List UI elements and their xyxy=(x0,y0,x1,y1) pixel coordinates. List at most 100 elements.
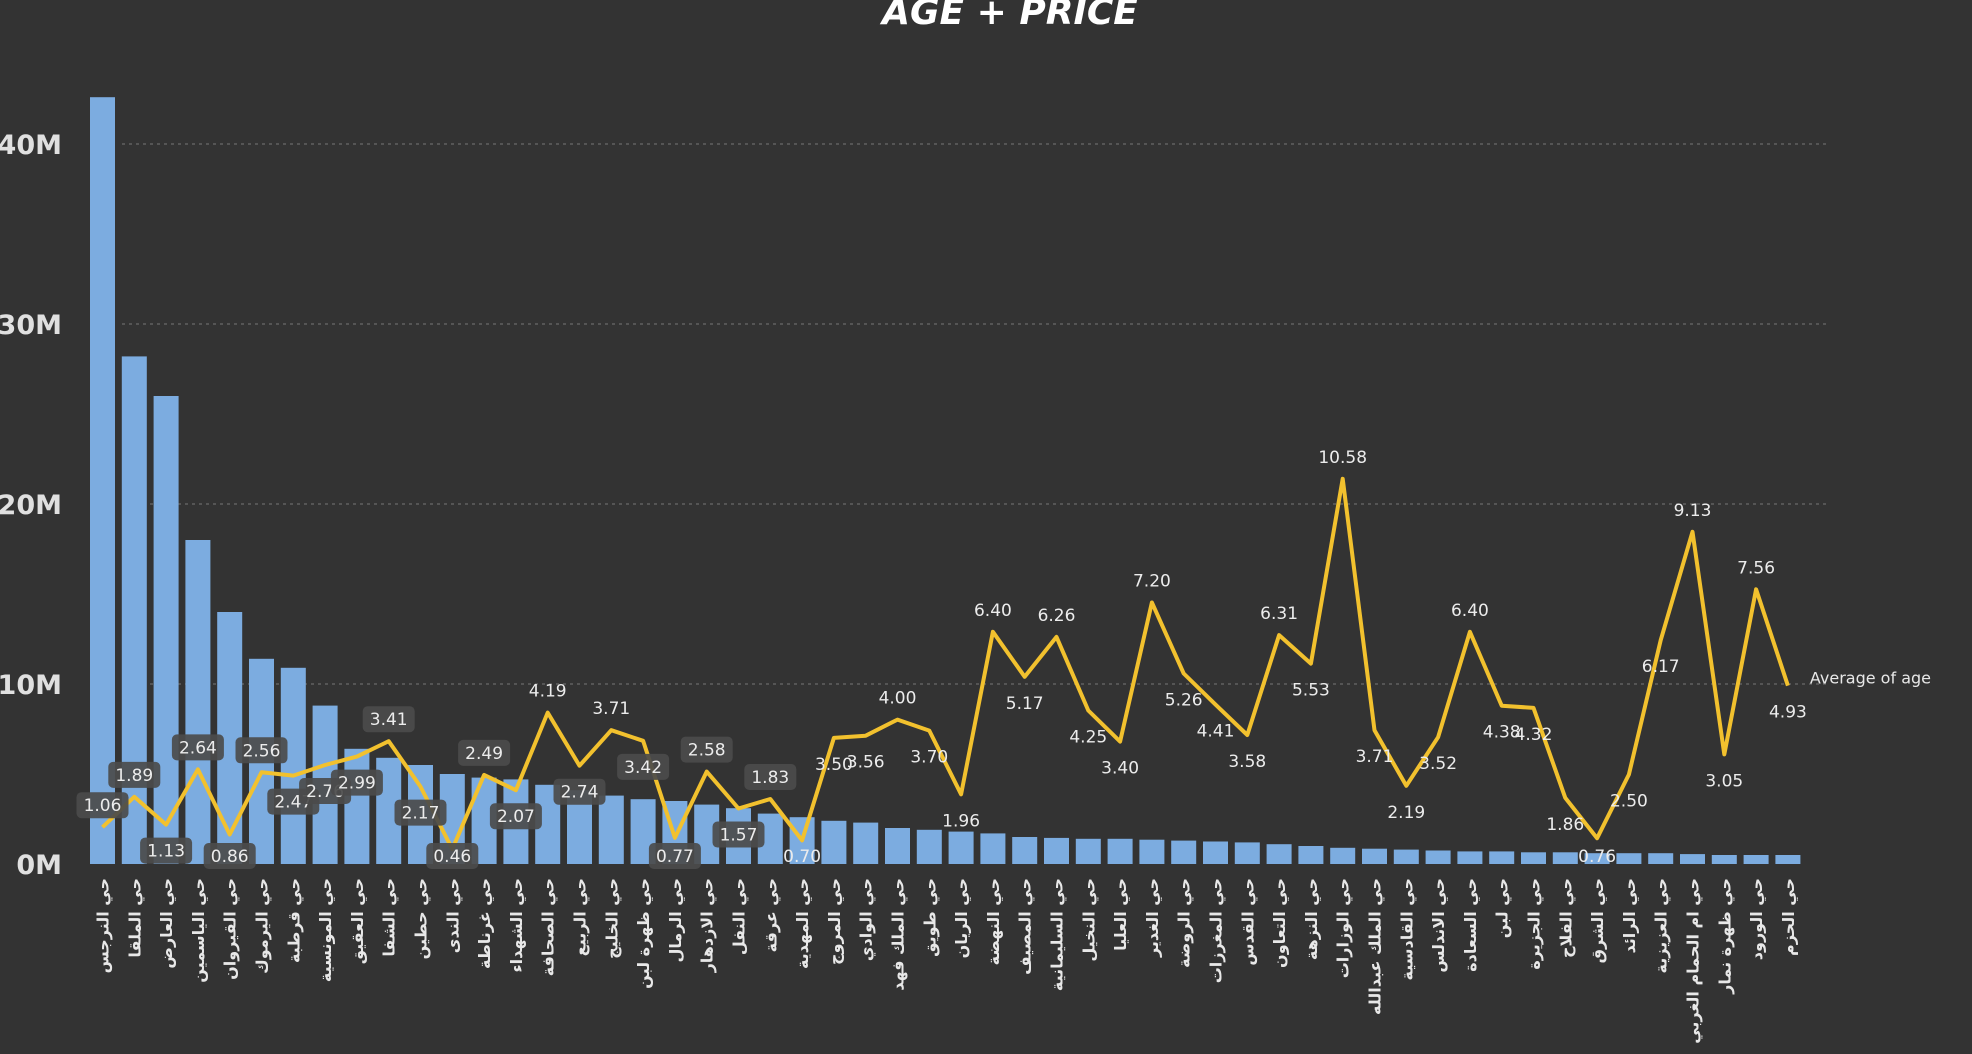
data-label-box xyxy=(712,821,765,848)
data-label-text: 0.76 xyxy=(1578,847,1616,867)
data-label: 4.19 xyxy=(529,682,567,702)
bar xyxy=(1489,851,1515,864)
x-tick-label: حي السليمانية xyxy=(1048,878,1068,991)
data-label-text: 9.13 xyxy=(1674,501,1712,521)
x-tick-label: حي الاندلس xyxy=(1429,878,1449,973)
bar xyxy=(280,667,306,864)
data-label: 4.25 xyxy=(1069,727,1107,747)
data-label: 3.71 xyxy=(592,699,630,719)
y-tick-label: 30M xyxy=(0,310,62,341)
x-tick-label: حي الرمال xyxy=(666,878,686,963)
data-label-text: 4.38 xyxy=(1483,723,1521,743)
data-label-text: 10.58 xyxy=(1318,448,1367,468)
data-label-text: 1.13 xyxy=(147,842,185,862)
data-label: 0.46 xyxy=(426,843,479,869)
data-label-text: 3.71 xyxy=(592,699,630,719)
x-tick-label: حي الشرق xyxy=(1588,878,1608,963)
data-label-text: 4.25 xyxy=(1069,727,1107,747)
data-label: 5.17 xyxy=(1006,694,1044,714)
data-label-box xyxy=(235,737,288,764)
x-tick-label: حي الحزم xyxy=(1779,878,1799,956)
x-tick-label: حي غرناطة xyxy=(475,878,495,969)
data-label-text: 1.86 xyxy=(1546,815,1584,835)
x-tick-label: حي المروج xyxy=(825,878,845,965)
data-label: 5.53 xyxy=(1292,681,1330,701)
data-label-text: 1.89 xyxy=(115,766,153,786)
data-label: 2.56 xyxy=(235,737,288,764)
bar xyxy=(1680,854,1705,864)
data-label-box xyxy=(617,753,670,780)
x-tick-label: حي الوزارات xyxy=(1334,878,1354,978)
data-label: 4.93 xyxy=(1769,703,1807,723)
data-label-box xyxy=(394,799,447,826)
y-tick-label: 0M xyxy=(16,850,62,881)
bar xyxy=(1234,842,1260,864)
y-tick-label: 40M xyxy=(0,130,62,161)
bar xyxy=(1298,846,1324,864)
data-label: 2.49 xyxy=(458,739,511,766)
bar xyxy=(1425,850,1451,864)
data-label-text: 6.17 xyxy=(1642,657,1680,677)
y-tick-label: 20M xyxy=(0,490,62,521)
data-label-text: 3.41 xyxy=(370,710,408,730)
data-label-box xyxy=(140,837,193,864)
x-tick-label: حي الصحافة xyxy=(539,878,559,976)
data-label-text: 2.49 xyxy=(465,744,503,764)
bar xyxy=(1203,841,1228,864)
data-label-box xyxy=(680,736,733,763)
data-label: 3.05 xyxy=(1705,771,1743,791)
x-tick-label: حي الشفا xyxy=(380,878,400,957)
data-label: 0.77 xyxy=(648,843,701,869)
x-tick-label: حي الرائد xyxy=(1620,878,1640,953)
series-line-average-of-age xyxy=(101,476,1790,852)
data-label: 2.19 xyxy=(1387,803,1425,823)
bar xyxy=(1457,851,1483,864)
x-tick-label: حي العليا xyxy=(1111,878,1131,951)
x-tick-label: حي الوادي xyxy=(857,878,877,961)
x-tick-label: حي الفلاح xyxy=(1556,878,1576,958)
data-label: 1.13 xyxy=(140,837,193,864)
data-label-text: 1.83 xyxy=(751,768,789,788)
data-label-text: 6.40 xyxy=(974,601,1012,621)
data-label: 6.31 xyxy=(1260,604,1298,624)
data-label: 1.96 xyxy=(942,811,980,831)
data-label-box xyxy=(426,843,479,869)
data-label: 1.57 xyxy=(712,821,765,848)
data-label: 5.26 xyxy=(1165,690,1203,710)
data-label: 7.56 xyxy=(1737,558,1775,578)
x-tick-label: حي العارض xyxy=(157,878,177,969)
x-tick-label: حي ظهرة نمار xyxy=(1715,878,1735,995)
bar xyxy=(121,356,147,864)
data-label-text: 0.46 xyxy=(433,847,471,867)
data-label: 7.20 xyxy=(1133,571,1171,591)
data-label: 10.58 xyxy=(1318,448,1367,468)
data-label: 6.26 xyxy=(1038,606,1076,626)
bar xyxy=(821,820,847,864)
data-label-box xyxy=(203,843,256,869)
data-label: 6.17 xyxy=(1642,657,1680,677)
data-label-text: 1.57 xyxy=(720,826,758,846)
bar xyxy=(1362,848,1387,864)
x-tick-label: حي ام الحمام الغربي xyxy=(1684,878,1704,1044)
x-tick-label: حي قرطبة xyxy=(284,878,304,963)
data-label-text: 2.07 xyxy=(497,807,535,827)
x-tick-label: حي النهضة xyxy=(984,878,1004,965)
x-tick-label: حي الملقا xyxy=(125,878,145,958)
bar xyxy=(1075,838,1101,864)
data-label: 2.17 xyxy=(394,799,447,826)
data-label-text: 4.32 xyxy=(1515,725,1553,745)
data-label-text: 6.40 xyxy=(1451,601,1489,621)
bar xyxy=(885,828,910,864)
data-label: 4.00 xyxy=(879,689,917,709)
data-label: 0.76 xyxy=(1578,847,1616,867)
x-tick-label: حي الملك عبدالله xyxy=(1366,878,1386,1015)
data-label-text: 4.19 xyxy=(529,682,567,702)
data-label-text: 3.50 xyxy=(815,755,853,775)
data-label: 2.99 xyxy=(330,769,383,796)
x-tick-label: حي المهدية xyxy=(793,878,813,969)
data-label: 4.41 xyxy=(1197,722,1235,742)
data-label-text: 3.05 xyxy=(1705,771,1743,791)
x-axis-ticks: حي النرجس حي الملقا حي العارض حي الياسمين حي… xyxy=(94,878,1799,1044)
data-label-text: 5.17 xyxy=(1006,694,1044,714)
bar xyxy=(1171,840,1197,864)
